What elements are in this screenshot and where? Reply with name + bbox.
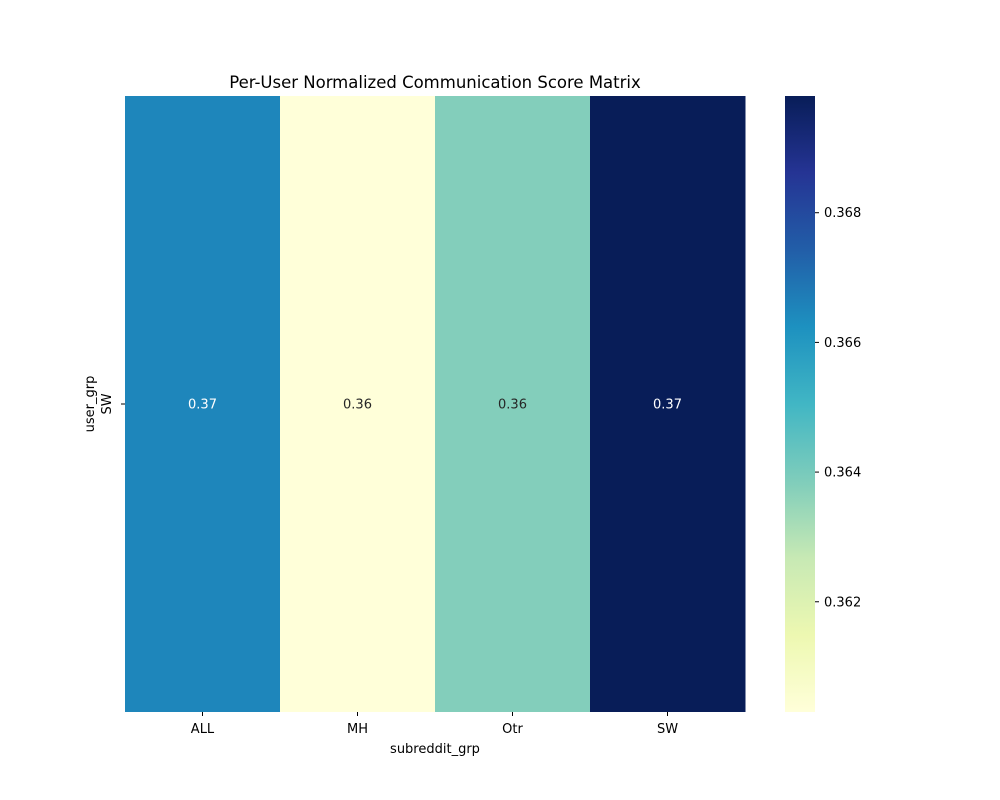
heatmap-cell-sw-otr [435,96,591,712]
colorbar-tick-label: 0.362 [824,595,861,610]
y-axis-label: user_grp [83,376,98,433]
cell-annotation: 0.37 [188,398,217,413]
x-tick-label: MH [347,722,368,737]
y-axis-ticks: SW [100,393,125,415]
heatmap-cell-sw-all [125,96,281,712]
heatmap-cell-sw-mh [280,96,436,712]
colorbar-tick-label: 0.364 [824,466,861,481]
colorbar [785,96,815,712]
y-tick-label: SW [100,393,115,414]
colorbar-ticks: 0.362 0.364 0.366 0.368 [815,206,861,610]
cell-annotation: 0.36 [343,398,372,413]
colorbar-tick-label: 0.368 [824,206,861,221]
x-axis-label: subreddit_grp [390,742,480,757]
heatmap-cell-sw-sw [590,96,746,712]
colorbar-tick-label: 0.366 [824,336,861,351]
heatmap-cells [125,96,746,712]
cell-annotation: 0.36 [498,398,527,413]
x-tick-label: SW [657,722,678,737]
x-tick-label: ALL [191,722,215,737]
cell-annotation: 0.37 [653,398,682,413]
heatmap-annotations: 0.37 0.36 0.36 0.37 [188,398,682,413]
chart-title: Per-User Normalized Communication Score … [229,73,641,92]
x-axis-ticks: ALL MH Otr SW [191,712,678,737]
x-tick-label: Otr [502,722,523,737]
